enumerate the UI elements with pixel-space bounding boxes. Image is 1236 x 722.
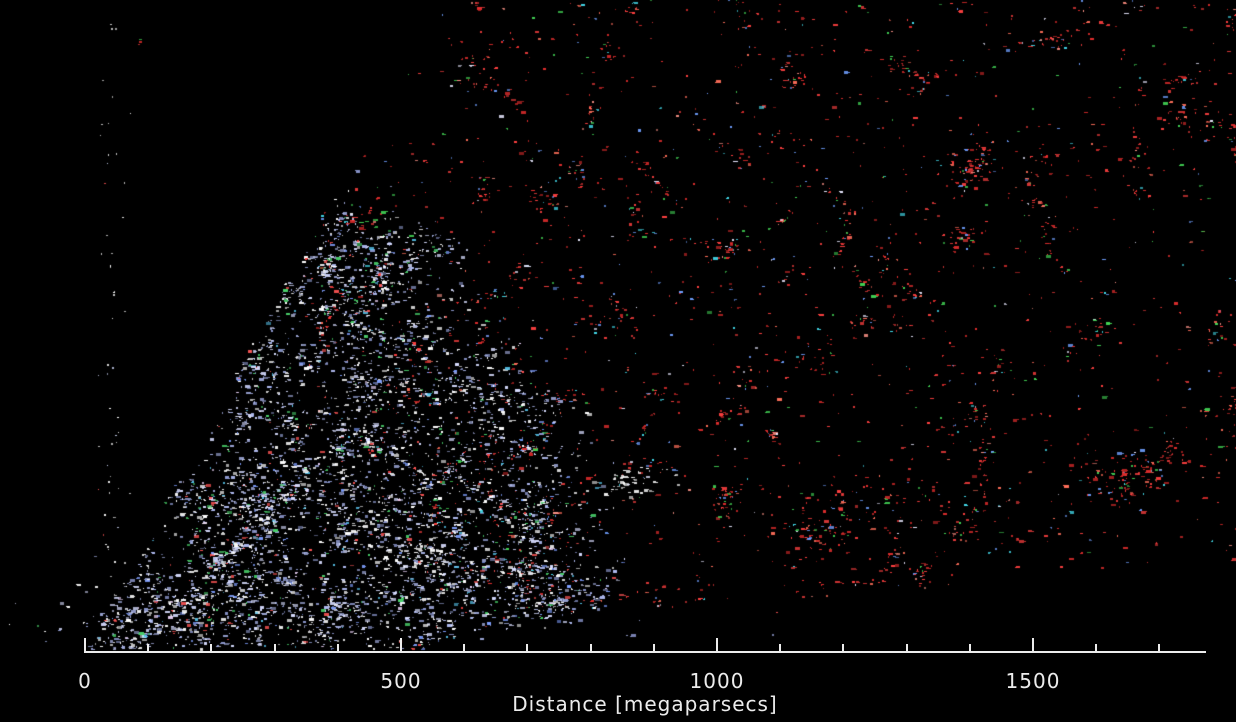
x-minor-tick bbox=[1095, 644, 1098, 651]
x-minor-tick bbox=[526, 644, 529, 651]
x-minor-tick bbox=[147, 644, 150, 651]
x-major-tick bbox=[1032, 638, 1034, 651]
x-minor-tick bbox=[779, 644, 782, 651]
x-minor-tick bbox=[273, 644, 276, 651]
x-minor-tick bbox=[589, 644, 592, 651]
x-tick-label: 500 bbox=[380, 669, 422, 693]
x-tick-label: 1000 bbox=[689, 669, 745, 693]
x-tick-label: 0 bbox=[78, 669, 92, 693]
x-axis-title: Distance [megaparsecs] bbox=[512, 692, 778, 716]
x-minor-tick bbox=[968, 644, 971, 651]
x-minor-tick bbox=[463, 644, 466, 651]
x-minor-tick bbox=[1158, 644, 1161, 651]
x-minor-tick bbox=[336, 644, 339, 651]
x-minor-tick bbox=[905, 644, 908, 651]
x-axis-line bbox=[84, 651, 1206, 653]
x-major-tick bbox=[400, 638, 402, 651]
x-major-tick bbox=[716, 638, 718, 651]
x-minor-tick bbox=[842, 644, 845, 651]
x-major-tick bbox=[84, 638, 86, 651]
x-minor-tick bbox=[652, 644, 655, 651]
x-tick-label: 1500 bbox=[1005, 669, 1061, 693]
x-minor-tick bbox=[210, 644, 213, 651]
